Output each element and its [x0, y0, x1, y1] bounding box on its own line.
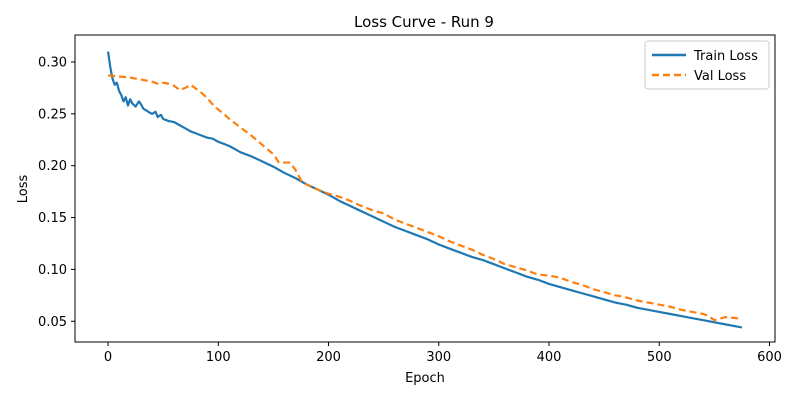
- legend: Train Loss Val Loss: [644, 40, 770, 90]
- x-axis-label: Epoch: [405, 371, 445, 386]
- y-tick-label: 0.30: [38, 55, 67, 70]
- legend-train-label: Train Loss: [693, 49, 758, 64]
- train-loss-line: [106, 51, 743, 329]
- y-tick-label: 0.15: [38, 211, 67, 226]
- plot-frame: [74, 34, 776, 343]
- x-tick-label: 500: [647, 350, 672, 365]
- y-tick-label: 0.25: [38, 107, 67, 122]
- y-tick-label: 0.05: [38, 315, 67, 330]
- y-tick-label: 0.10: [38, 263, 67, 278]
- x-tick-label: 200: [316, 350, 341, 365]
- y-tick-label: 0.20: [38, 159, 67, 174]
- x-tick-label: 600: [757, 350, 782, 365]
- chart-title: Loss Curve - Run 9: [354, 13, 494, 31]
- legend-box: [644, 40, 770, 90]
- x-tick-label: 100: [206, 350, 231, 365]
- val-loss-line: [107, 74, 743, 322]
- x-tick-label: 400: [537, 350, 562, 365]
- x-tick-label: 300: [426, 350, 451, 365]
- legend-val-label: Val Loss: [694, 69, 746, 84]
- y-axis-label: Loss: [16, 175, 31, 204]
- x-tick-label: 0: [104, 350, 112, 365]
